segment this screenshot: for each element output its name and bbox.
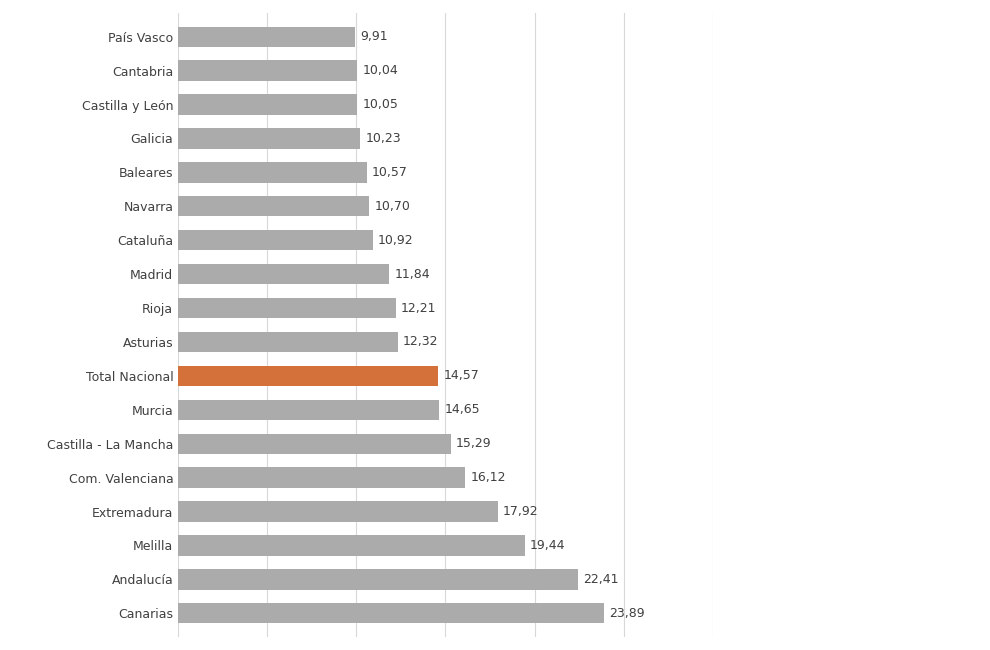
Text: 19,44: 19,44 (530, 539, 565, 552)
Text: 12,21: 12,21 (401, 302, 437, 315)
Bar (178, 94, 357, 115)
Bar (178, 535, 525, 556)
Bar (178, 400, 440, 420)
Text: 10,92: 10,92 (378, 234, 414, 247)
Bar (178, 230, 373, 250)
Bar (178, 501, 498, 522)
Bar (178, 196, 369, 216)
Text: 10,57: 10,57 (372, 166, 408, 179)
Text: 16,12: 16,12 (471, 471, 506, 484)
Bar (178, 467, 465, 488)
Bar (178, 162, 366, 183)
Text: 10,23: 10,23 (366, 132, 402, 145)
Text: 17,92: 17,92 (503, 505, 539, 518)
Text: 14,57: 14,57 (444, 369, 479, 382)
Bar (178, 434, 450, 454)
Text: 11,84: 11,84 (395, 268, 431, 281)
Text: 10,04: 10,04 (362, 64, 398, 77)
Bar (178, 60, 357, 81)
Text: 14,65: 14,65 (445, 403, 480, 416)
Bar (178, 27, 354, 47)
Text: 10,05: 10,05 (362, 98, 399, 111)
Text: 22,41: 22,41 (583, 573, 619, 586)
Bar (178, 298, 396, 318)
Bar (178, 569, 577, 590)
Bar (178, 603, 604, 623)
Bar (178, 332, 398, 352)
Text: 15,29: 15,29 (456, 437, 492, 450)
Text: 9,91: 9,91 (360, 31, 388, 44)
Bar (178, 128, 360, 149)
Text: 23,89: 23,89 (609, 606, 644, 619)
Bar (178, 366, 438, 386)
Text: 10,70: 10,70 (374, 200, 410, 213)
Text: 12,32: 12,32 (403, 335, 439, 348)
Bar (178, 264, 389, 284)
